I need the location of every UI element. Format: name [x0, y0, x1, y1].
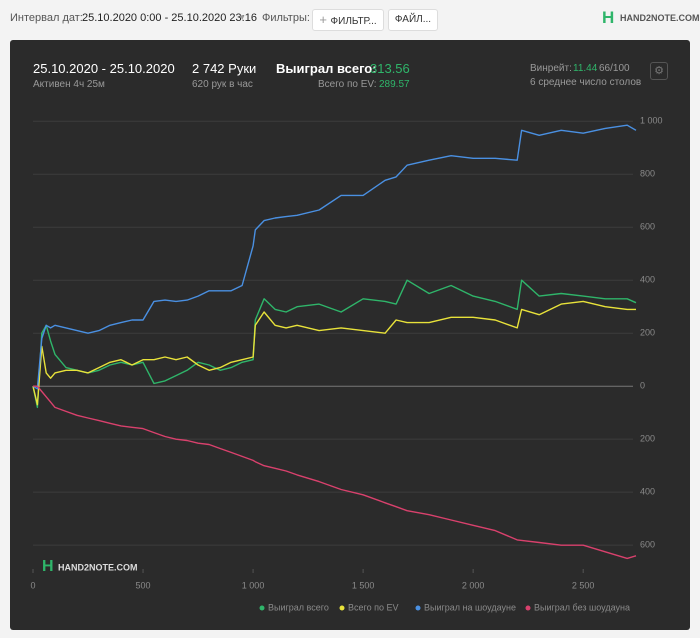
- legend-dot: [525, 605, 531, 611]
- date-range[interactable]: 25.10.2020 0:00 - 25.10.2020 23:16: [82, 12, 257, 24]
- settings[interactable]: ⚙: [650, 62, 668, 80]
- won-label: Выиграл всего:: [276, 61, 377, 76]
- filters-label: Фильтры:: [262, 12, 310, 24]
- series-line: [32, 300, 636, 406]
- filter-button-text: ФИЛЬТР...: [330, 16, 377, 27]
- panel: [10, 40, 690, 630]
- logo-icon: H: [602, 8, 615, 27]
- filter-button[interactable]: + ФИЛЬТР...: [312, 9, 384, 31]
- watermark: HAND2NOTE.COM: [58, 562, 138, 572]
- ev-value: 289.57: [379, 79, 410, 90]
- file-button-text: ФАЙЛ...: [394, 14, 432, 25]
- legend-item: Выиграл без шоудауна: [525, 602, 630, 612]
- watermark-icon: H: [42, 558, 54, 575]
- legend-dot: [259, 605, 265, 611]
- x-tick-label: 1 500: [352, 580, 375, 590]
- y-tick-label: 200: [640, 328, 655, 338]
- hands-per-hour: 620 рук в час: [192, 79, 253, 90]
- legend-dot: [339, 605, 345, 611]
- legend-item: Выиграл всего: [259, 602, 329, 612]
- logo[interactable]: HAND2NOTE.COM: [620, 13, 700, 23]
- won-value: 313.56: [370, 61, 410, 76]
- y-tick-label: 800: [640, 169, 655, 179]
- x-tick-label: 500: [136, 580, 151, 590]
- series-line: [32, 124, 637, 390]
- caret[interactable]: ▾: [240, 12, 245, 22]
- tables: 6 среднее число столов: [530, 77, 642, 88]
- legend-label: Выиграл на шоудауне: [424, 602, 516, 612]
- legend-dot: [415, 605, 421, 611]
- x-tick-label: 1 000: [242, 580, 265, 590]
- y-tick-label: 600: [640, 540, 655, 550]
- x-tick-label: 2 000: [462, 580, 485, 590]
- hands: 2 742 Руки: [192, 61, 257, 76]
- legend-item: Выиграл на шоудауне: [415, 602, 516, 612]
- winrate-unit: 66/100: [599, 63, 630, 74]
- x-tick-label: 2 500: [572, 580, 595, 590]
- period: 25.10.2020 - 25.10.2020: [33, 61, 175, 76]
- y-tick-label: 600: [640, 222, 655, 232]
- active: Активен 4ч 25м: [33, 79, 105, 90]
- legend-label: Выиграл без шоудауна: [534, 602, 630, 612]
- y-tick-label: 0: [640, 381, 645, 391]
- winrate-label: Винрейт:: [530, 63, 572, 74]
- series-line: [32, 279, 637, 409]
- legend-label: Всего по EV: [348, 602, 398, 612]
- legend-label: Выиграл всего: [268, 602, 329, 612]
- y-tick-label: 200: [640, 434, 655, 444]
- y-tick-label: 1 000: [640, 116, 663, 126]
- y-tick-label: 400: [640, 275, 655, 285]
- x-tick-label: 0: [30, 580, 35, 590]
- y-tick-label: 400: [640, 487, 655, 497]
- series-line: [33, 385, 637, 560]
- winrate-value: 11.44: [573, 63, 598, 74]
- date-label: Интервал дат:: [10, 12, 83, 24]
- file-button[interactable]: ФАЙЛ...: [388, 9, 438, 31]
- legend-item: Всего по EV: [339, 602, 398, 612]
- ev-label: Всего по EV:: [318, 79, 377, 90]
